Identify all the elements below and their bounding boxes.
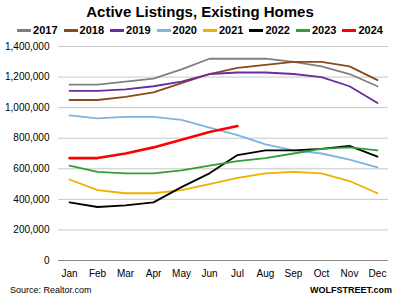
svg-text:0: 0	[44, 255, 50, 266]
svg-text:1,000,000: 1,000,000	[5, 102, 50, 113]
svg-text:Feb: Feb	[89, 268, 107, 279]
html-text:2019: 2019	[126, 24, 151, 36]
html-text:2021: 2021	[219, 24, 244, 36]
svg-text:Dec: Dec	[369, 268, 387, 279]
svg-text:Mar: Mar	[117, 268, 135, 279]
svg-text:May: May	[172, 268, 191, 279]
html-text:Source: Realtor.com: Source: Realtor.com	[10, 285, 92, 295]
html-text:WOLFSTREET.com: WOLFSTREET.com	[310, 285, 392, 295]
svg-text:Jul: Jul	[231, 268, 244, 279]
svg-text:Jun: Jun	[201, 268, 217, 279]
html-text:2023: 2023	[312, 24, 337, 36]
svg-text:600,000: 600,000	[13, 163, 50, 174]
svg-text:Oct: Oct	[314, 268, 330, 279]
svg-text:200,000: 200,000	[13, 224, 50, 235]
svg-text:Jan: Jan	[61, 268, 77, 279]
svg-text:Apr: Apr	[146, 268, 162, 279]
svg-text:800,000: 800,000	[13, 132, 50, 143]
html-text:2020: 2020	[172, 24, 197, 36]
svg-text:1,400,000: 1,400,000	[5, 41, 50, 52]
svg-text:1,200,000: 1,200,000	[5, 71, 50, 82]
svg-text:Sep: Sep	[285, 268, 303, 279]
svg-text:Aug: Aug	[257, 268, 275, 279]
html-text:Active Listings, Existing Home: Active Listings, Existing Homes	[86, 3, 314, 20]
html-text:2022: 2022	[265, 24, 290, 36]
html-text:2017: 2017	[33, 24, 58, 36]
svg-text:Nov: Nov	[341, 268, 359, 279]
html-text:2018: 2018	[79, 24, 104, 36]
html-text:2024: 2024	[358, 24, 383, 36]
svg-text:400,000: 400,000	[13, 194, 50, 205]
